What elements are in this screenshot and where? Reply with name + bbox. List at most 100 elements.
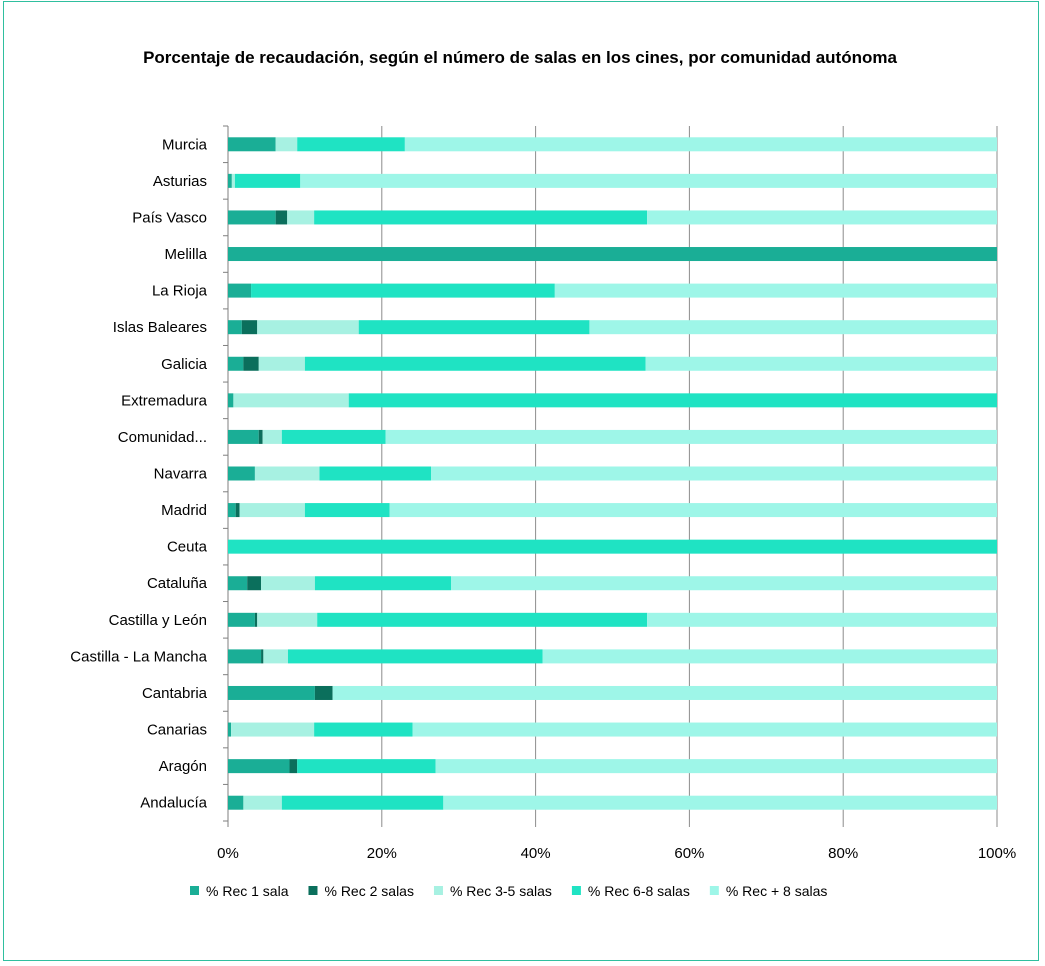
bar-segment bbox=[348, 393, 997, 408]
bar-segment bbox=[263, 649, 288, 664]
bar-segment bbox=[314, 210, 648, 225]
x-tick-label: 80% bbox=[828, 845, 858, 862]
bar-segment bbox=[332, 685, 998, 700]
category-label: Galicia bbox=[161, 356, 208, 373]
bar-area bbox=[228, 137, 998, 810]
legend-swatch bbox=[709, 886, 719, 895]
x-tick-label: 60% bbox=[674, 845, 704, 862]
bar-segment bbox=[314, 685, 333, 700]
bar-segment bbox=[358, 320, 590, 335]
category-label: La Rioja bbox=[152, 283, 208, 300]
bar-segment bbox=[228, 320, 242, 335]
category-label: País Vasco bbox=[132, 209, 207, 226]
bar-segment bbox=[281, 795, 444, 810]
category-label: Ceuta bbox=[167, 539, 208, 556]
bar-segment bbox=[542, 649, 997, 664]
legend-swatch bbox=[308, 886, 318, 895]
bar-segment bbox=[451, 576, 997, 591]
bar-segment bbox=[243, 795, 282, 810]
bar-segment bbox=[647, 612, 997, 627]
bar-segment bbox=[231, 173, 235, 188]
bar-segment bbox=[243, 356, 259, 371]
bar-segment bbox=[389, 503, 997, 518]
legend-label: % Rec + 8 salas bbox=[726, 883, 828, 899]
bar-segment bbox=[319, 466, 432, 481]
bar-segment bbox=[228, 576, 248, 591]
category-label: Cantabria bbox=[142, 685, 208, 702]
bar-segment bbox=[281, 429, 386, 444]
bar-segment bbox=[314, 576, 452, 591]
bar-segment bbox=[589, 320, 997, 335]
bar-segment bbox=[304, 356, 646, 371]
bar-segment bbox=[228, 759, 290, 774]
bar-segment bbox=[297, 759, 436, 774]
bar-segment bbox=[258, 356, 305, 371]
bar-segment bbox=[275, 210, 288, 225]
x-tick-label: 40% bbox=[521, 845, 551, 862]
bar-segment bbox=[228, 722, 232, 737]
category-label: Navarra bbox=[154, 466, 208, 483]
legend-label: % Rec 1 sala bbox=[206, 883, 289, 899]
category-label: Comunidad... bbox=[118, 429, 207, 446]
bar-segment bbox=[261, 576, 315, 591]
bar-segment bbox=[239, 503, 305, 518]
category-label: Islas Baleares bbox=[113, 319, 207, 336]
bar-segment bbox=[228, 429, 259, 444]
bar-segment bbox=[254, 612, 258, 627]
legend-item: % Rec 1 sala bbox=[190, 883, 289, 899]
bar-segment bbox=[228, 649, 262, 664]
legend-label: % Rec 2 salas bbox=[324, 883, 413, 899]
legend: % Rec 1 sala % Rec 2 salas % Rec 3-5 salas… bbox=[190, 883, 827, 899]
category-label: Castilla y León bbox=[109, 612, 207, 629]
bar-segment bbox=[228, 503, 236, 518]
bar-segment bbox=[235, 503, 240, 518]
bar-segment bbox=[435, 759, 997, 774]
bar-segment bbox=[404, 137, 997, 152]
category-label: Madrid bbox=[161, 502, 207, 519]
category-label: Melilla bbox=[164, 246, 207, 263]
bar-segment bbox=[412, 722, 997, 737]
bar-segment bbox=[287, 210, 315, 225]
bar-segment bbox=[234, 173, 301, 188]
legend-swatch bbox=[190, 886, 199, 895]
bar-segment bbox=[257, 320, 359, 335]
bar-segment bbox=[228, 247, 997, 262]
bar-segment bbox=[228, 612, 255, 627]
legend-swatch bbox=[433, 886, 443, 895]
chart-title: Porcentaje de recaudación, según el núme… bbox=[143, 48, 897, 67]
bar-segment bbox=[228, 539, 997, 554]
bar-segment bbox=[647, 210, 997, 225]
bar-segment bbox=[231, 722, 315, 737]
bar-segment bbox=[317, 612, 648, 627]
bar-segment bbox=[247, 576, 262, 591]
bar-segment bbox=[241, 320, 258, 335]
bar-segment bbox=[645, 356, 997, 371]
category-label: Aragón bbox=[159, 758, 207, 775]
bar-segment bbox=[261, 649, 264, 664]
bar-segment bbox=[289, 759, 298, 774]
x-tick-label: 20% bbox=[367, 845, 397, 862]
category-label: Canarias bbox=[147, 722, 207, 739]
category-label: Extremadura bbox=[121, 392, 208, 409]
bar-segment bbox=[258, 429, 263, 444]
bar-segment bbox=[297, 137, 405, 152]
legend-item: % Rec 3-5 salas bbox=[433, 883, 552, 899]
bar-segment bbox=[314, 722, 413, 737]
category-labels: Murcia Asturias País Vasco Melilla La Rioja I… bbox=[70, 125, 228, 822]
x-tick-label: 0% bbox=[217, 845, 239, 862]
bar-segment bbox=[254, 466, 320, 481]
bar-segment bbox=[233, 393, 349, 408]
x-tick-labels: 0% 20% 40% 60% 80% 100% bbox=[217, 845, 1016, 862]
category-label: Cataluña bbox=[147, 575, 208, 592]
legend-swatch bbox=[571, 886, 581, 895]
bar-segment bbox=[287, 649, 543, 664]
bar-segment bbox=[228, 795, 244, 810]
bar-segment bbox=[262, 429, 282, 444]
legend-label: % Rec 3-5 salas bbox=[450, 883, 552, 899]
bar-segment bbox=[228, 210, 276, 225]
bar-segment bbox=[228, 173, 232, 188]
bar-segment bbox=[300, 173, 997, 188]
legend-item: % Rec 6-8 salas bbox=[571, 883, 690, 899]
bar-segment bbox=[275, 137, 298, 152]
category-label: Murcia bbox=[162, 136, 208, 153]
